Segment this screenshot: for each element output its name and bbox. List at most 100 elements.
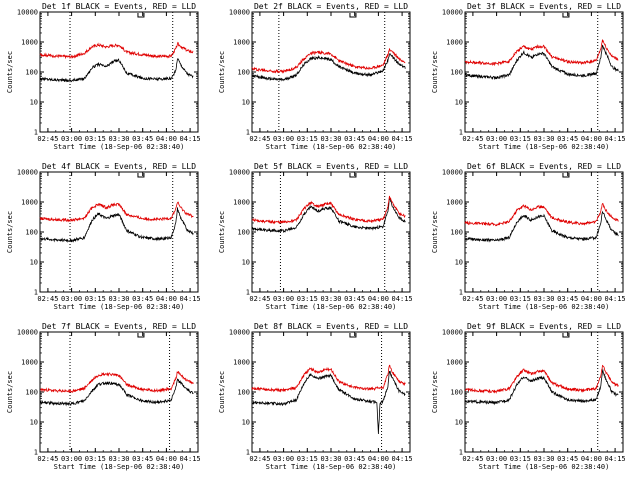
y-tick-label: 10 (455, 419, 463, 427)
detector-panel-3: Det 3f BLACK = Events, RED = LLD 1 10 100 10… (431, 2, 626, 151)
y-tick-label: 100 (450, 229, 463, 237)
x-tick-label: 04:00 (156, 295, 177, 303)
interval-bracket-marker (137, 333, 145, 338)
x-tick-label: 03:00 (486, 135, 507, 143)
series-line-events (251, 53, 406, 82)
x-tick-label: 02:45 (249, 135, 270, 143)
y-tick-label: 10000 (442, 329, 463, 337)
y-tick-label: 1000 (21, 359, 38, 367)
x-axis-label: Start Time (18-Sep-06 02:38:40) (54, 143, 185, 151)
interval-bracket-marker (349, 333, 357, 338)
x-tick-label: 03:45 (344, 135, 365, 143)
x-tick-label: 02:45 (37, 295, 58, 303)
y-tick-label: 10000 (17, 329, 38, 337)
x-tick-label: 03:30 (320, 295, 341, 303)
y-axis-label: Counts/sec (6, 51, 14, 93)
x-tick-label: 02:45 (37, 455, 58, 463)
x-tick-label: 03:30 (533, 135, 554, 143)
y-tick-label: 100 (25, 229, 38, 237)
detector-panel-6: Det 6f BLACK = Events, RED = LLD 1 10 100 10… (431, 162, 626, 311)
x-tick-label: 03:00 (61, 135, 82, 143)
x-axis-label: Start Time (18-Sep-06 02:38:40) (266, 303, 397, 311)
x-tick-label: 03:00 (273, 455, 294, 463)
panel-title: Det 2f BLACK = Events, RED = LLD (254, 2, 408, 11)
x-tick-label: 04:15 (180, 455, 201, 463)
y-tick-label: 10000 (442, 9, 463, 17)
x-tick-label: 03:15 (297, 455, 318, 463)
y-axis-label: Counts/sec (218, 371, 226, 413)
y-tick-label: 10 (242, 419, 250, 427)
x-tick-label: 03:15 (510, 135, 531, 143)
x-tick-label: 03:45 (132, 455, 153, 463)
interval-bracket-marker (562, 173, 570, 178)
y-axis-label: Counts/sec (431, 211, 439, 253)
y-tick-label: 1000 (233, 199, 250, 207)
y-tick-label: 1000 (446, 199, 463, 207)
x-tick-label: 03:45 (557, 295, 578, 303)
y-tick-label: 1000 (21, 39, 38, 47)
y-tick-label: 100 (450, 389, 463, 397)
x-tick-label: 03:45 (344, 295, 365, 303)
x-tick-label: 03:15 (297, 295, 318, 303)
detector-panel-9: Det 9f BLACK = Events, RED = LLD 1 10 100 10… (431, 322, 626, 471)
y-tick-label: 1 (246, 129, 250, 137)
x-tick-label: 04:00 (156, 135, 177, 143)
x-tick-label: 03:30 (108, 135, 129, 143)
y-tick-label: 1 (34, 289, 38, 297)
series-line-lld (464, 202, 619, 227)
x-tick-label: 02:45 (37, 135, 58, 143)
detector-panel-7: Det 7f BLACK = Events, RED = LLD 1 10 100 10… (6, 322, 201, 471)
y-tick-label: 10 (30, 99, 38, 107)
x-tick-label: 02:45 (462, 455, 483, 463)
y-tick-label: 1 (34, 129, 38, 137)
x-tick-label: 03:00 (273, 295, 294, 303)
x-tick-label: 03:00 (486, 295, 507, 303)
y-tick-label: 100 (237, 389, 250, 397)
panel-title: Det 6f BLACK = Events, RED = LLD (467, 162, 621, 171)
interval-bracket-marker (349, 173, 357, 178)
panel-title: Det 5f BLACK = Events, RED = LLD (254, 162, 408, 171)
x-tick-label: 02:45 (249, 455, 270, 463)
x-tick-label: 03:15 (85, 295, 106, 303)
y-tick-label: 10000 (229, 169, 250, 177)
y-tick-label: 10000 (17, 9, 38, 17)
x-tick-label: 03:30 (533, 295, 554, 303)
y-axis-label: Counts/sec (431, 51, 439, 93)
x-tick-label: 04:00 (368, 295, 389, 303)
x-tick-label: 04:00 (368, 135, 389, 143)
y-tick-label: 1 (459, 289, 463, 297)
x-tick-label: 04:15 (605, 295, 626, 303)
x-tick-label: 03:30 (320, 135, 341, 143)
y-tick-label: 100 (25, 389, 38, 397)
y-axis-label: Counts/sec (6, 211, 14, 253)
x-axis-label: Start Time (18-Sep-06 02:38:40) (479, 303, 610, 311)
panel-title: Det 8f BLACK = Events, RED = LLD (254, 322, 408, 331)
x-tick-label: 04:15 (605, 135, 626, 143)
series-line-events (464, 44, 619, 81)
interval-bracket-marker (562, 13, 570, 18)
plot-frame (39, 171, 199, 293)
panel-title: Det 4f BLACK = Events, RED = LLD (42, 162, 196, 171)
x-tick-label: 04:15 (605, 455, 626, 463)
x-tick-label: 04:15 (392, 295, 413, 303)
y-tick-label: 1000 (446, 39, 463, 47)
x-tick-label: 03:30 (320, 455, 341, 463)
y-tick-label: 1 (246, 289, 250, 297)
interval-bracket-marker (562, 333, 570, 338)
x-tick-label: 04:15 (180, 135, 201, 143)
x-tick-label: 04:15 (180, 295, 201, 303)
x-tick-label: 03:45 (132, 135, 153, 143)
series-line-lld (464, 39, 619, 67)
x-tick-label: 03:00 (273, 135, 294, 143)
series-line-lld (464, 364, 619, 394)
panel-title: Det 7f BLACK = Events, RED = LLD (42, 322, 196, 331)
series-line-events (39, 58, 194, 83)
detector-panel-5: Det 5f BLACK = Events, RED = LLD 1 10 100 10… (218, 162, 413, 311)
y-tick-label: 1 (246, 449, 250, 457)
y-tick-label: 1000 (446, 359, 463, 367)
y-tick-label: 10 (455, 99, 463, 107)
y-tick-label: 10000 (229, 9, 250, 17)
plot-frame (464, 171, 624, 293)
y-tick-label: 1000 (21, 199, 38, 207)
